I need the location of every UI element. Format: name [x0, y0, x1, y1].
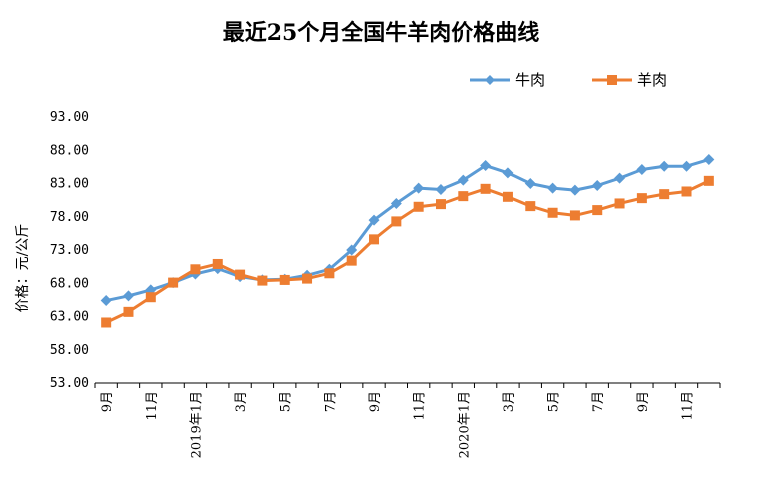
data-point [279, 274, 290, 285]
data-point [346, 255, 357, 266]
x-tick-label: 7月 [323, 391, 338, 412]
chart-legend: 牛肉 羊肉 [470, 71, 667, 89]
legend-label-beef: 牛肉 [515, 71, 545, 89]
x-tick-label: 3月 [502, 391, 517, 412]
x-tick-label: 9月 [636, 391, 651, 412]
data-point [458, 191, 469, 202]
y-tick-label: 88.00 [50, 143, 89, 158]
data-point [591, 179, 603, 191]
axes [94, 382, 721, 388]
data-point [168, 277, 179, 288]
x-tick-label: 2020年1月 [457, 391, 472, 458]
data-point [636, 193, 647, 204]
data-point [703, 175, 714, 186]
x-tick-label: 9月 [368, 391, 383, 412]
data-point [502, 191, 513, 202]
data-point [369, 234, 380, 245]
series-line-1 [105, 179, 710, 324]
data-point [324, 268, 335, 279]
data-point [413, 182, 425, 194]
data-point [614, 198, 625, 209]
x-tick-label: 7月 [591, 391, 606, 412]
data-point [659, 189, 670, 200]
y-tick-label: 73.00 [50, 243, 89, 258]
data-point [636, 164, 648, 176]
legend-marker-beef [485, 75, 495, 85]
data-point [190, 264, 201, 275]
data-point [547, 207, 558, 218]
y-tick-label: 78.00 [50, 210, 89, 225]
legend-marker-mutton [607, 75, 617, 85]
data-point [101, 317, 112, 328]
x-tick-label: 3月 [234, 391, 249, 412]
series-group [100, 154, 715, 328]
y-tick-label: 53.00 [50, 376, 89, 391]
x-tick-label: 11月 [681, 391, 696, 421]
data-point [502, 167, 514, 179]
data-point [703, 154, 715, 166]
data-point [145, 292, 156, 303]
x-tick-label: 9月 [100, 391, 115, 412]
chart-title: 最近25个月全国牛羊肉价格曲线 [223, 20, 540, 46]
data-point [614, 172, 626, 184]
y-tick-label: 58.00 [50, 343, 89, 358]
y-tick-label: 68.00 [50, 276, 89, 291]
y-tick-label: 83.00 [50, 177, 89, 192]
data-point [123, 306, 134, 317]
data-point [547, 182, 559, 194]
y-tick-label: 63.00 [50, 310, 89, 325]
data-point [391, 216, 402, 227]
data-point [457, 174, 469, 186]
data-point [681, 160, 693, 172]
data-point [480, 160, 492, 172]
data-point [435, 183, 447, 195]
data-point [122, 290, 134, 302]
x-tick-labels: 9月 11月 2019年1月 3月 5月 7月 9月 11月 2020年1月 3月 5月 7月 9月 11… [100, 391, 695, 458]
data-point [390, 197, 402, 209]
data-point [302, 273, 313, 284]
data-point [525, 201, 536, 212]
series-line-0 [105, 158, 710, 303]
x-tick-label: 11月 [145, 391, 160, 421]
data-point [569, 184, 581, 196]
x-tick-label: 5月 [547, 391, 562, 412]
y-tick-labels: 53.00 58.00 63.00 68.00 73.00 78.00 83.00 88.00… [50, 110, 89, 391]
data-point [480, 183, 491, 194]
data-point [435, 199, 446, 210]
y-tick-label: 93.00 [50, 110, 89, 125]
data-point [100, 295, 112, 307]
data-point [212, 258, 223, 269]
data-point [413, 201, 424, 212]
data-point [257, 275, 268, 286]
data-point [592, 205, 603, 216]
y-axis-label: 价格：元/公斤 [15, 224, 31, 313]
x-tick-label: 5月 [279, 391, 294, 412]
data-point [569, 210, 580, 221]
data-point [681, 186, 692, 197]
x-tick-label: 11月 [413, 391, 428, 421]
x-tick-label: 2019年1月 [189, 391, 204, 458]
data-point [346, 244, 358, 256]
data-point [235, 269, 246, 280]
data-point [658, 160, 670, 172]
legend-label-mutton: 羊肉 [637, 71, 667, 89]
data-point [368, 214, 380, 226]
data-point [524, 178, 536, 189]
